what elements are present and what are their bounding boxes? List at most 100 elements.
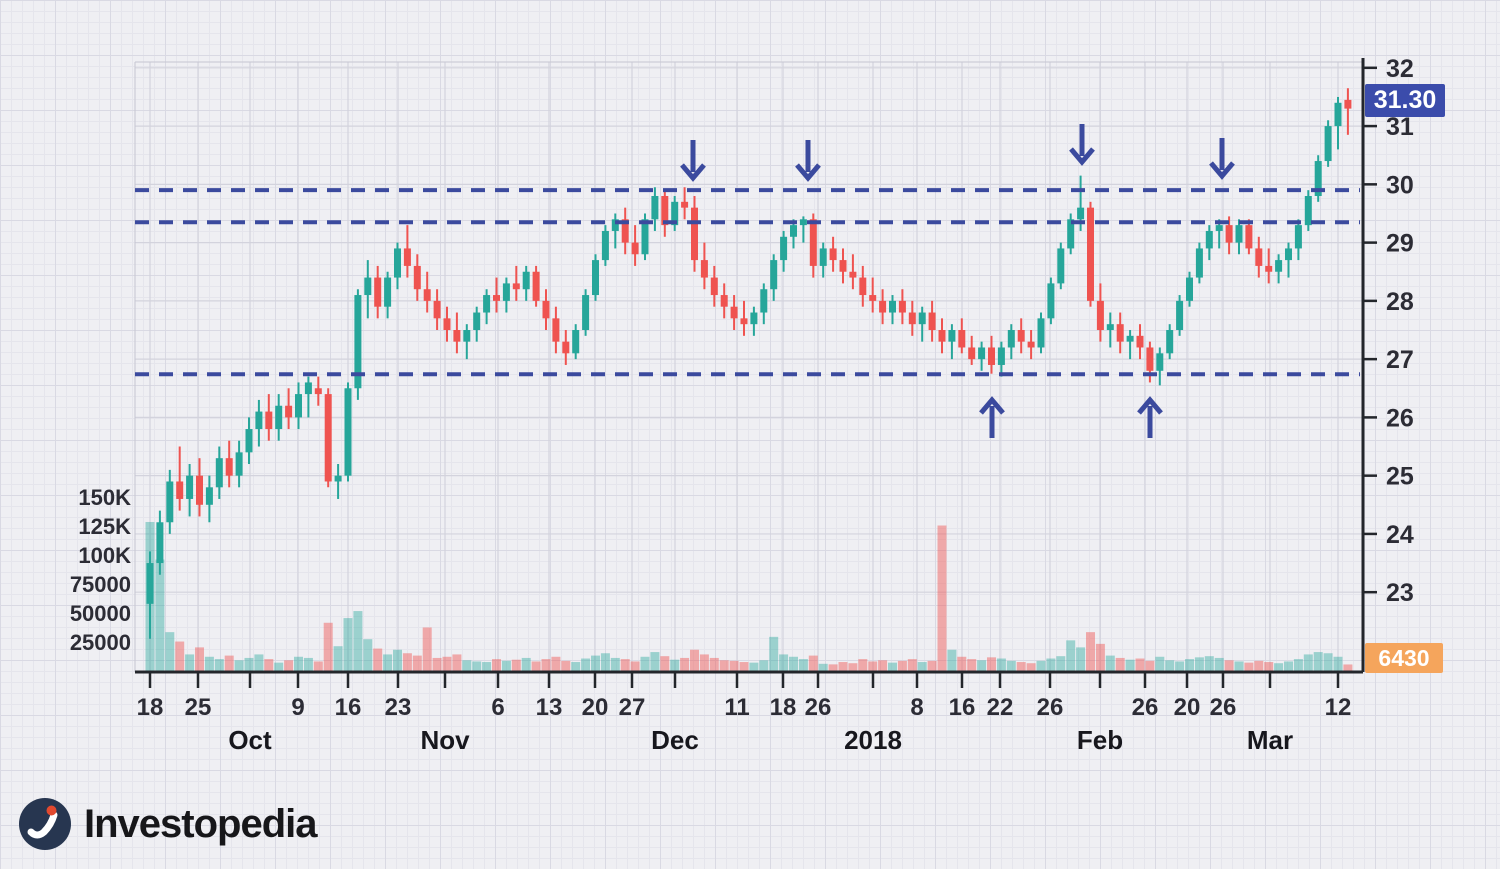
volume-bar [383, 654, 393, 672]
volume-bar [303, 657, 313, 672]
volume-bar [1194, 657, 1204, 672]
candle-body [958, 330, 966, 348]
volume-bar [1046, 658, 1056, 672]
candle-body [997, 347, 1005, 365]
volume-scale-label: 125K [78, 514, 131, 539]
volume-bar [1095, 643, 1105, 672]
candle-body [1215, 225, 1223, 231]
volume-bar [947, 649, 957, 672]
volume-bar [1115, 657, 1125, 672]
candle-body [483, 295, 491, 313]
candle-body [314, 388, 322, 395]
volume-bar [1135, 658, 1145, 672]
volume-bar [749, 662, 759, 672]
volume-bar [224, 655, 234, 672]
volume-bar [313, 661, 323, 672]
candle-body [1275, 260, 1283, 272]
volume-bar [353, 611, 363, 672]
price-tick-label: 31 [1386, 113, 1414, 141]
candle-body [1176, 300, 1184, 331]
price-tick-label: 26 [1386, 404, 1414, 432]
candle-body [512, 283, 520, 290]
volume-bar [284, 660, 294, 672]
volume-bar [1155, 656, 1165, 672]
date-tick-label: 12 [1325, 694, 1352, 721]
volume-bar [571, 662, 581, 672]
date-tick-label: 6 [491, 694, 504, 721]
date-tick-label: 26 [805, 694, 832, 721]
volume-bar [214, 659, 224, 672]
candle-body [443, 318, 451, 331]
candle-body [601, 230, 609, 261]
candle-body [948, 330, 956, 342]
candle-body [1007, 330, 1015, 348]
volume-bar [412, 655, 422, 672]
candle-body [809, 219, 817, 266]
volume-bar [1016, 662, 1026, 672]
candle-body [681, 201, 689, 208]
investopedia-logo-text: Investopedia [84, 801, 318, 846]
price-tick-label: 28 [1386, 288, 1414, 316]
candle-body [710, 277, 718, 296]
candle-body [700, 260, 708, 278]
candle-body [324, 394, 332, 482]
volume-bar [323, 622, 333, 672]
date-tick-label: 8 [910, 694, 923, 721]
date-tick-label: 26 [1210, 694, 1237, 721]
volume-bar [838, 662, 848, 672]
candle-body [572, 330, 580, 354]
candle-body [978, 347, 986, 360]
month-label: Oct [228, 725, 272, 755]
candle-body [403, 248, 411, 266]
volume-bar [501, 660, 511, 672]
volume-bar [462, 660, 472, 672]
price-tick-label: 29 [1386, 230, 1414, 258]
candle-body [1027, 341, 1035, 348]
candle-body [611, 219, 619, 231]
candle-body [1304, 196, 1312, 226]
volume-bar [779, 654, 789, 672]
candle-body [1255, 248, 1263, 266]
volume-bar [165, 632, 175, 672]
price-tick-label: 27 [1386, 346, 1414, 374]
volume-bar [620, 659, 630, 672]
up-arrow-annotation [979, 396, 1005, 438]
price-tick-label: 25 [1386, 463, 1414, 491]
candle-body [1225, 225, 1233, 243]
volume-bar [1076, 647, 1086, 672]
candle-body [889, 300, 896, 313]
candle-body [1285, 248, 1292, 261]
volume-bar [719, 660, 729, 672]
volume-bar [690, 649, 699, 672]
candle-body [691, 207, 698, 261]
candle-body [799, 219, 807, 226]
candle-body [918, 312, 926, 325]
volume-scale-label: 25000 [70, 630, 131, 655]
candle-body [938, 330, 946, 342]
volume-bar [1165, 660, 1175, 672]
date-tick-label: 20 [1174, 694, 1201, 721]
candle-body [1087, 207, 1094, 301]
volume-bar [1185, 659, 1194, 672]
volume-bar [274, 662, 284, 672]
volume-bar [1006, 660, 1016, 672]
volume-bar [709, 657, 719, 672]
volume-bar [1026, 663, 1036, 672]
volume-bar [1224, 660, 1234, 672]
candle-body [869, 295, 877, 301]
candle-body [770, 260, 778, 290]
candle-body [245, 429, 253, 453]
candle-body [631, 242, 639, 255]
candle-body [1245, 225, 1253, 249]
volume-bar [1284, 661, 1293, 672]
volume-bar [581, 658, 591, 672]
volume-bar [660, 656, 670, 672]
candle-body [720, 295, 728, 307]
volume-bar [699, 654, 709, 672]
date-tick-label: 9 [291, 694, 304, 721]
candle-body [176, 481, 184, 499]
volume-bar [878, 660, 888, 672]
down-arrow-annotation [1069, 124, 1095, 166]
candle-body [493, 295, 500, 301]
investopedia-logo: Investopedia [18, 797, 318, 851]
